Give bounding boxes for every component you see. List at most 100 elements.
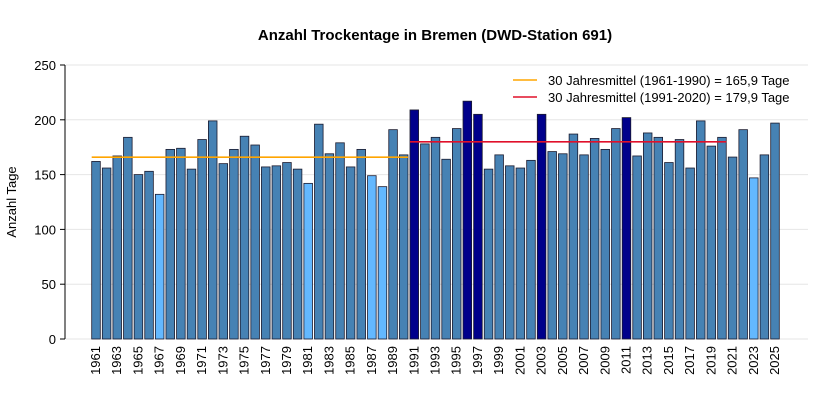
x-tick-label: 1973 bbox=[215, 346, 230, 375]
bar-1998 bbox=[483, 168, 494, 340]
legend-label: 30 Jahresmittel (1961-1990) = 165,9 Tage bbox=[548, 73, 790, 88]
x-tick-label: 1989 bbox=[385, 346, 400, 375]
bar-2020 bbox=[717, 136, 727, 340]
bar-2022 bbox=[738, 129, 748, 340]
bar-1971 bbox=[197, 139, 207, 340]
bar-1995 bbox=[452, 128, 462, 340]
bar-2014 bbox=[653, 136, 663, 340]
bar-1982 bbox=[314, 123, 324, 340]
bar-1997 bbox=[473, 113, 483, 340]
bar-1977 bbox=[261, 166, 271, 340]
x-tick-label: 1993 bbox=[428, 346, 443, 375]
bar-2015 bbox=[664, 162, 674, 340]
x-tick-label: 1979 bbox=[279, 346, 294, 375]
bar-1985 bbox=[345, 166, 356, 340]
bar-1990 bbox=[398, 154, 409, 340]
bar-2006 bbox=[568, 133, 579, 340]
bar-2008 bbox=[589, 138, 600, 340]
x-tick-label: 1965 bbox=[130, 346, 145, 375]
bar-1988 bbox=[377, 186, 388, 340]
x-tick-label: 1961 bbox=[88, 346, 103, 375]
x-tick-label: 1971 bbox=[194, 346, 209, 375]
x-tick-label: 1985 bbox=[343, 346, 358, 375]
x-tick-label: 1997 bbox=[470, 346, 485, 375]
y-axis-label: Anzahl Tage bbox=[4, 166, 19, 237]
chart-title: Anzahl Trockentage in Bremen (DWD-Statio… bbox=[258, 27, 612, 44]
bar-2009 bbox=[600, 148, 610, 340]
bar-1963 bbox=[112, 155, 122, 340]
bar-2011 bbox=[621, 117, 632, 340]
bar-1992 bbox=[420, 143, 430, 340]
bar-1970 bbox=[186, 168, 197, 340]
x-tick-label: 2001 bbox=[512, 346, 527, 375]
x-tick-label: 1969 bbox=[173, 346, 188, 375]
bar-1996 bbox=[462, 100, 473, 340]
bar-1979 bbox=[282, 162, 292, 340]
bar-1964 bbox=[123, 136, 133, 340]
bar-1962 bbox=[101, 167, 112, 340]
bar-1984 bbox=[335, 142, 345, 340]
bar-1981 bbox=[303, 182, 313, 340]
x-tick-label: 2021 bbox=[725, 346, 740, 375]
bar-2010 bbox=[611, 128, 621, 340]
x-tick-label: 1981 bbox=[300, 346, 315, 375]
x-tick-label: 2025 bbox=[767, 346, 782, 375]
legend-label: 30 Jahresmittel (1991-2020) = 179,9 Tage bbox=[548, 90, 790, 105]
x-tick-label: 2019 bbox=[703, 346, 718, 375]
x-tick-label: 1983 bbox=[321, 346, 336, 375]
x-tick-label: 2007 bbox=[576, 346, 591, 375]
bar-1980 bbox=[292, 168, 303, 340]
bar-1961 bbox=[91, 161, 101, 340]
bar-1986 bbox=[356, 148, 366, 340]
bar-2000 bbox=[505, 165, 515, 340]
bar-1966 bbox=[144, 170, 154, 340]
bar-1965 bbox=[133, 174, 144, 340]
bar-1983 bbox=[324, 153, 335, 340]
x-tick-label: 1967 bbox=[152, 346, 167, 375]
x-tick-label: 1977 bbox=[258, 346, 273, 375]
bar-1972 bbox=[208, 120, 218, 340]
bar-2001 bbox=[515, 167, 526, 340]
bar-2023 bbox=[749, 177, 759, 340]
bar-1999 bbox=[494, 154, 504, 340]
bar-2004 bbox=[547, 151, 557, 340]
bar-1993 bbox=[430, 136, 441, 340]
bar-2019 bbox=[706, 145, 717, 340]
y-tick-label: 250 bbox=[34, 58, 56, 73]
bar-1991 bbox=[409, 109, 419, 340]
bar-1978 bbox=[271, 165, 282, 340]
x-tick-label: 2023 bbox=[746, 346, 761, 375]
bar-2021 bbox=[727, 156, 738, 340]
x-tick-label: 1991 bbox=[406, 346, 421, 375]
x-tick-label: 1963 bbox=[109, 346, 124, 375]
y-tick-label: 0 bbox=[49, 332, 56, 347]
bar-1975 bbox=[239, 135, 250, 340]
bar-2007 bbox=[579, 154, 589, 340]
bar-2005 bbox=[558, 153, 568, 340]
bar-1967 bbox=[154, 193, 165, 340]
bar-2002 bbox=[526, 159, 536, 340]
y-tick-label: 200 bbox=[34, 113, 56, 128]
bar-2024 bbox=[759, 154, 770, 340]
x-tick-label: 2015 bbox=[661, 346, 676, 375]
bar-1976 bbox=[250, 144, 260, 340]
bar-2025 bbox=[770, 122, 780, 340]
bar-1973 bbox=[218, 163, 229, 340]
bar-2013 bbox=[642, 132, 653, 340]
bar-2017 bbox=[685, 167, 695, 340]
bar-1989 bbox=[388, 129, 398, 340]
bar-1974 bbox=[229, 148, 239, 340]
x-tick-label: 1999 bbox=[491, 346, 506, 375]
bar-1987 bbox=[367, 175, 377, 340]
bar-1969 bbox=[176, 147, 186, 340]
x-tick-label: 1975 bbox=[237, 346, 252, 375]
x-tick-label: 2003 bbox=[534, 346, 549, 375]
x-tick-label: 2005 bbox=[555, 346, 570, 375]
x-tick-label: 1987 bbox=[364, 346, 379, 375]
bar-2016 bbox=[674, 139, 685, 340]
bar-1968 bbox=[165, 148, 175, 340]
y-tick-label: 50 bbox=[42, 277, 56, 292]
bar-2003 bbox=[536, 113, 547, 340]
bar-2012 bbox=[632, 155, 642, 340]
